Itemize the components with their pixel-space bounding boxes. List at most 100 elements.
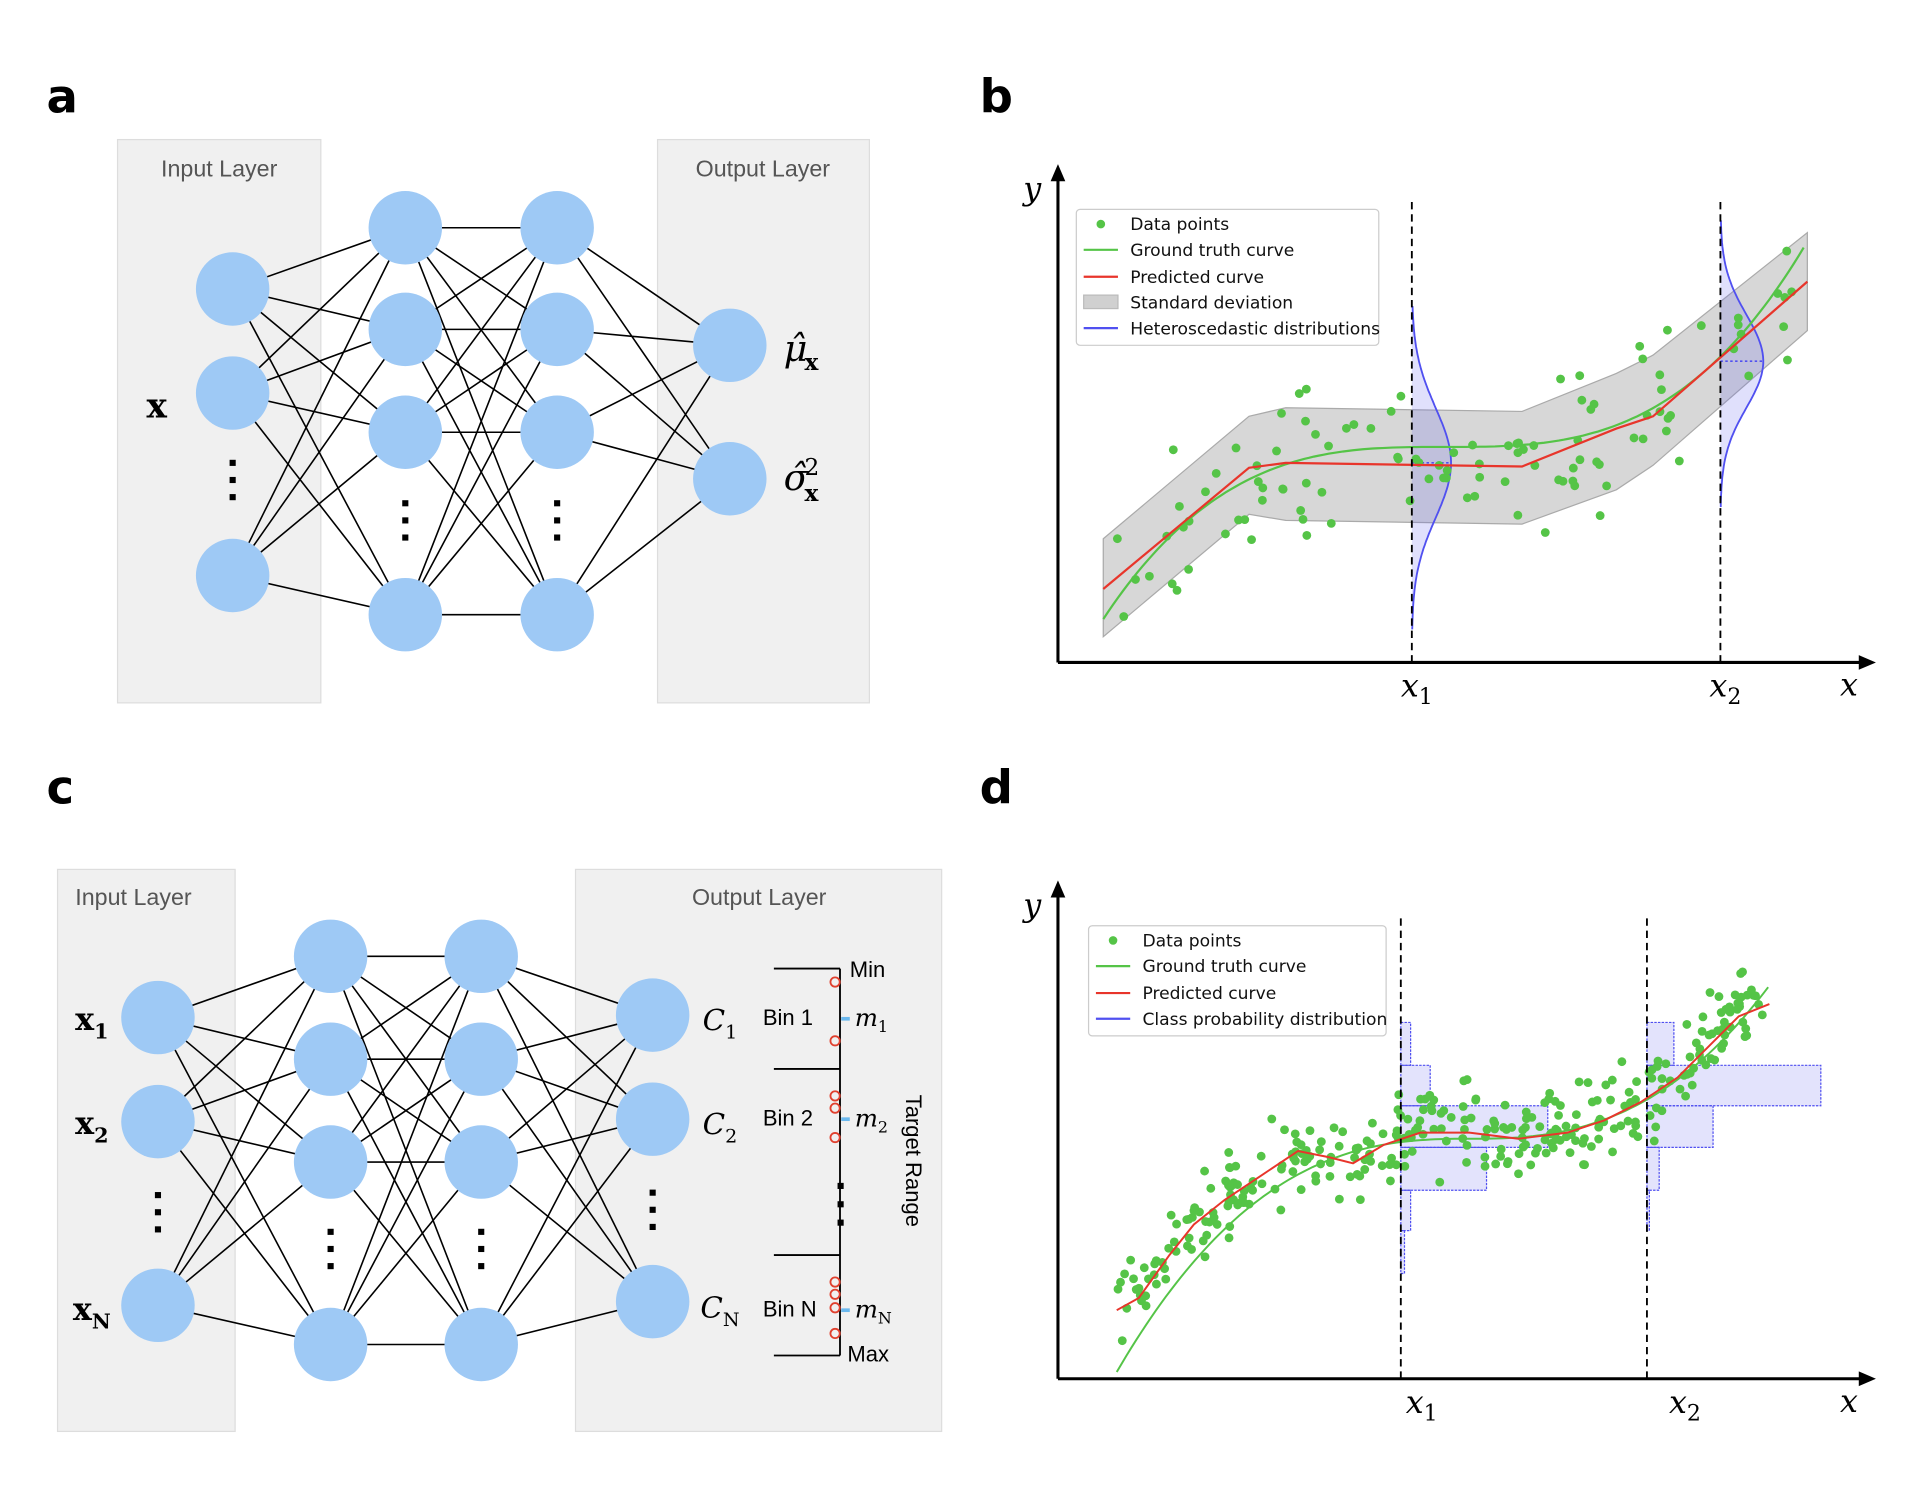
input-label: xN: [73, 1290, 111, 1334]
data-point: [1129, 1274, 1138, 1284]
data-point: [1435, 1177, 1445, 1187]
label-subscript: 2: [94, 1123, 108, 1147]
data-point: [1400, 1161, 1410, 1171]
label-base: C: [700, 1291, 722, 1325]
data-point: [1290, 1129, 1300, 1139]
data-point: [1514, 1169, 1523, 1179]
connection-edge: [157, 1161, 332, 1306]
data-point: [1355, 1171, 1365, 1181]
data-point: [1294, 389, 1304, 398]
sample-marker: [829, 1288, 841, 1300]
data-point: [1247, 535, 1256, 545]
data-point: [1231, 443, 1241, 453]
data-point: [1631, 1095, 1640, 1104]
data-point: [1315, 1145, 1325, 1155]
data-point: [1740, 1032, 1750, 1042]
data-point: [1288, 1167, 1298, 1176]
x2-label: x2: [1669, 1383, 1701, 1426]
data-point: [1126, 1255, 1136, 1265]
data-point: [1462, 1157, 1471, 1167]
data-point: [1183, 1241, 1192, 1251]
neuron-node: [444, 1307, 518, 1382]
data-point: [1595, 511, 1605, 520]
data-point: [1257, 1179, 1267, 1189]
data-point: [1168, 445, 1178, 455]
data-point: [1392, 1126, 1402, 1136]
ellipsis-dot: [554, 517, 561, 524]
data-point: [1685, 1052, 1695, 1062]
neuron-node: [444, 1125, 518, 1199]
data-point: [1779, 322, 1789, 332]
legend-b: Data points Ground truth curve Predicted…: [1075, 208, 1380, 346]
neuron-node: [520, 577, 594, 652]
data-point: [1439, 473, 1448, 483]
probability-bin-x2: [1646, 1189, 1650, 1232]
data-point: [1513, 510, 1523, 520]
output-layer-title: Output Layer: [692, 884, 827, 910]
data-point: [1184, 564, 1193, 574]
probability-bin-x2: [1646, 1146, 1660, 1191]
data-point: [1583, 1078, 1593, 1087]
data-point: [1521, 1140, 1530, 1150]
connection-edge: [231, 227, 407, 576]
data-point: [1396, 391, 1406, 401]
data-point: [1568, 463, 1578, 473]
data-point: [1113, 1284, 1123, 1294]
connection-edge: [232, 328, 406, 576]
neuron-node: [368, 191, 443, 265]
data-point: [1418, 1129, 1428, 1139]
predicted-curve: [1116, 1003, 1770, 1312]
data-point: [1272, 446, 1281, 456]
data-point: [1418, 1105, 1428, 1115]
data-point: [1580, 1134, 1589, 1143]
data-point: [1609, 1124, 1619, 1134]
label-base: m: [855, 1295, 878, 1324]
data-point: [1460, 1115, 1470, 1125]
y-axis-label: y: [1021, 170, 1042, 208]
data-point: [1606, 1095, 1615, 1105]
ellipsis-dot: [154, 1226, 162, 1233]
data-point: [1334, 1141, 1344, 1151]
data-point: [1291, 1156, 1300, 1166]
data-point: [1513, 448, 1523, 458]
data-point: [1326, 518, 1336, 528]
connection-edge: [480, 1014, 654, 1163]
data-point: [1386, 406, 1396, 416]
data-point: [1568, 476, 1578, 486]
mu-subscript: x: [804, 349, 819, 376]
data-point: [1710, 1055, 1720, 1065]
data-point: [1400, 1149, 1409, 1159]
label-subscript: 1: [94, 1019, 108, 1043]
data-point: [1424, 474, 1434, 484]
data-point: [1349, 420, 1359, 429]
data-point: [1386, 1176, 1395, 1186]
data-point: [1172, 585, 1182, 595]
data-point: [1393, 452, 1403, 462]
neuron-node: [121, 1268, 195, 1343]
data-point: [1744, 371, 1754, 381]
mu-hat: μ̂: [784, 327, 808, 370]
ellipsis-dot: [229, 476, 236, 484]
ellipsis-dot: [554, 500, 561, 507]
data-point: [1378, 1129, 1388, 1139]
data-point: [1661, 1059, 1671, 1069]
data-point: [1362, 1136, 1372, 1146]
connection-edge: [329, 956, 482, 1345]
data-point: [1416, 1094, 1425, 1104]
data-point: [1405, 496, 1415, 506]
data-point: [1338, 1127, 1348, 1137]
data-point: [1608, 1147, 1617, 1157]
data-point: [1385, 1160, 1395, 1170]
data-point: [1554, 1110, 1563, 1120]
data-point: [1719, 1017, 1729, 1027]
data-point: [1540, 528, 1550, 537]
data-point: [1277, 408, 1286, 418]
data-point: [1301, 478, 1311, 488]
connection-edge: [157, 955, 332, 1123]
legend-box: [1075, 208, 1380, 346]
ellipsis-dot: [402, 534, 409, 541]
data-point: [1556, 374, 1565, 384]
legend-label: Predicted curve: [1130, 268, 1264, 288]
ellipsis-dot: [327, 1228, 334, 1235]
legend-d: Data points Ground truth curve Predicted…: [1087, 925, 1387, 1037]
